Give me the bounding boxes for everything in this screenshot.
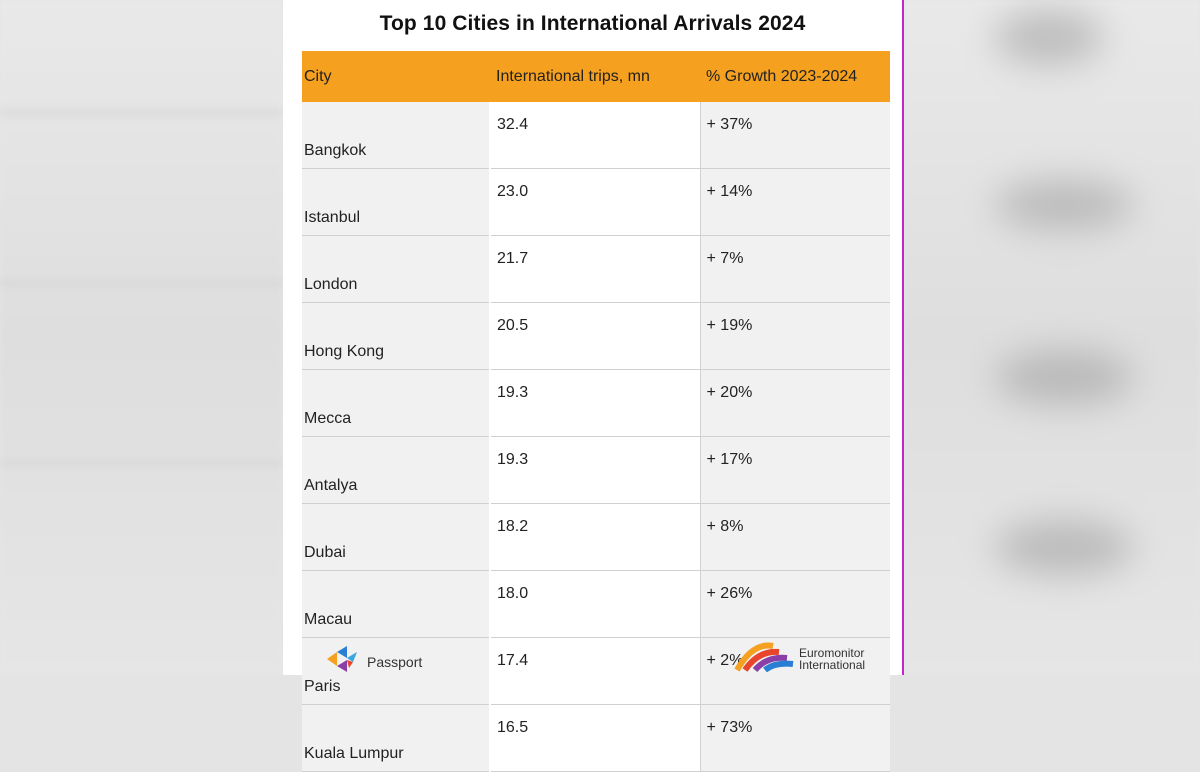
- euromonitor-logo-icon: [733, 640, 795, 677]
- header-row: City International trips, mn % Growth 20…: [302, 51, 890, 102]
- table-row: Kuala Lumpur 16.5 + 73%: [302, 704, 890, 772]
- growth-cell: + 8%: [699, 503, 890, 571]
- table-row: London 21.7 + 7%: [302, 235, 890, 303]
- city-cell: London: [302, 235, 491, 303]
- column-header-trips: International trips, mn: [490, 51, 700, 102]
- table-row: Hong Kong 20.5 + 19%: [302, 302, 890, 370]
- growth-cell: + 19%: [699, 302, 890, 370]
- trips-cell: 16.5: [490, 704, 700, 772]
- table-row: Mecca 19.3 + 20%: [302, 369, 890, 437]
- table-row: Macau 18.0 + 26%: [302, 570, 890, 638]
- city-cell: Hong Kong: [302, 302, 491, 370]
- city-cell: Bangkok: [302, 102, 491, 169]
- growth-cell: + 7%: [699, 235, 890, 303]
- city-cell: Mecca: [302, 369, 491, 437]
- trips-cell: 20.5: [490, 302, 700, 370]
- growth-cell: + 20%: [699, 369, 890, 437]
- trips-cell: 19.3: [490, 369, 700, 437]
- euromonitor-logo-text: Euromonitor International: [799, 647, 865, 671]
- card-border-line: [902, 0, 904, 675]
- growth-cell: + 37%: [699, 102, 890, 169]
- growth-cell: + 14%: [699, 168, 890, 236]
- trips-cell: 32.4: [490, 102, 700, 169]
- trips-cell: 19.3: [490, 436, 700, 504]
- city-cell: Macau: [302, 570, 491, 638]
- trips-cell: 18.0: [490, 570, 700, 638]
- table-card: Top 10 Cities in International Arrivals …: [283, 0, 902, 772]
- city-cell: Kuala Lumpur: [302, 704, 491, 772]
- trips-cell: 18.2: [490, 503, 700, 571]
- euromonitor-logo-line2: International: [799, 657, 866, 672]
- passport-logo-icon: [323, 644, 361, 679]
- table-row: Dubai 18.2 + 8%: [302, 503, 890, 571]
- growth-cell: + 26%: [699, 570, 890, 638]
- euromonitor-logo: Euromonitor International: [733, 640, 865, 677]
- table-row: Antalya 19.3 + 17%: [302, 436, 890, 504]
- table-row: Istanbul 23.0 + 14%: [302, 168, 890, 236]
- column-header-growth: % Growth 2023-2024: [700, 51, 890, 102]
- city-cell: Dubai: [302, 503, 491, 571]
- euromonitor-logo-line1: Euromonitor: [799, 645, 865, 660]
- blurred-background-right: [904, 0, 1200, 675]
- passport-logo: Passport: [323, 644, 422, 679]
- trips-cell: 21.7: [490, 235, 700, 303]
- city-cell: Antalya: [302, 436, 491, 504]
- table-row: Bangkok 32.4 + 37%: [302, 102, 890, 169]
- growth-cell: + 73%: [699, 704, 890, 772]
- chart-title: Top 10 Cities in International Arrivals …: [379, 12, 806, 35]
- trips-cell: 17.4: [490, 637, 700, 705]
- trips-cell: 23.0: [490, 168, 700, 236]
- city-cell: Istanbul: [302, 168, 491, 236]
- blurred-background-left: [0, 0, 283, 675]
- growth-cell: + 17%: [699, 436, 890, 504]
- column-header-city: City: [302, 51, 490, 102]
- passport-logo-text: Passport: [367, 653, 423, 670]
